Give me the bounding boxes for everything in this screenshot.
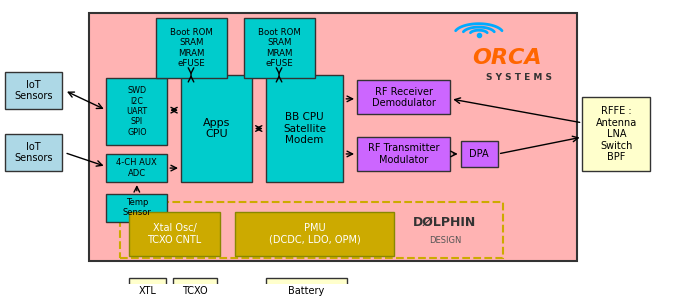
- Text: ORCA: ORCA: [472, 48, 542, 68]
- FancyBboxPatch shape: [5, 134, 63, 171]
- Text: Battery: Battery: [288, 286, 324, 296]
- FancyBboxPatch shape: [156, 18, 227, 78]
- Text: DØLPHIN: DØLPHIN: [413, 215, 477, 228]
- FancyBboxPatch shape: [265, 75, 343, 182]
- FancyBboxPatch shape: [173, 278, 217, 296]
- FancyBboxPatch shape: [5, 72, 63, 109]
- FancyBboxPatch shape: [90, 13, 577, 261]
- FancyBboxPatch shape: [129, 278, 166, 296]
- FancyBboxPatch shape: [106, 194, 167, 222]
- Text: Temp
Sensor: Temp Sensor: [122, 198, 151, 217]
- FancyBboxPatch shape: [235, 212, 394, 256]
- Text: XTL: XTL: [139, 286, 156, 296]
- Text: Boot ROM
SRAM
MRAM
eFUSE: Boot ROM SRAM MRAM eFUSE: [258, 28, 301, 68]
- Text: RF Transmitter
Modulator: RF Transmitter Modulator: [368, 143, 439, 165]
- Text: Boot ROM
SRAM
MRAM
eFUSE: Boot ROM SRAM MRAM eFUSE: [170, 28, 213, 68]
- Text: DESIGN: DESIGN: [429, 236, 461, 244]
- FancyBboxPatch shape: [265, 278, 347, 296]
- FancyBboxPatch shape: [357, 81, 450, 114]
- Text: IoT
Sensors: IoT Sensors: [14, 80, 53, 101]
- FancyBboxPatch shape: [106, 154, 167, 182]
- Text: PMU
(DCDC, LDO, OPM): PMU (DCDC, LDO, OPM): [269, 223, 360, 244]
- FancyBboxPatch shape: [244, 18, 315, 78]
- Text: IoT
Sensors: IoT Sensors: [14, 142, 53, 163]
- Text: RFFE :
Antenna
LNA
Switch
BPF: RFFE : Antenna LNA Switch BPF: [596, 106, 637, 163]
- Text: DPA: DPA: [469, 149, 489, 159]
- Text: BB CPU
Satellite
Modem: BB CPU Satellite Modem: [283, 112, 326, 145]
- FancyBboxPatch shape: [129, 212, 220, 256]
- Text: 4-CH AUX
ADC: 4-CH AUX ADC: [116, 158, 157, 178]
- Text: Apps
CPU: Apps CPU: [203, 118, 230, 139]
- Text: SWD
I2C
UART
SPI
GPIO: SWD I2C UART SPI GPIO: [126, 86, 148, 137]
- Text: TCXO: TCXO: [182, 286, 207, 296]
- Text: Xtal Osc/
TCXO CNTL: Xtal Osc/ TCXO CNTL: [148, 223, 201, 244]
- FancyBboxPatch shape: [181, 75, 252, 182]
- FancyBboxPatch shape: [357, 137, 450, 171]
- Text: S Y S T E M S: S Y S T E M S: [486, 73, 551, 82]
- FancyBboxPatch shape: [106, 78, 167, 145]
- FancyBboxPatch shape: [460, 141, 498, 167]
- Text: RF Receiver
Demodulator: RF Receiver Demodulator: [372, 87, 436, 108]
- FancyBboxPatch shape: [583, 97, 650, 171]
